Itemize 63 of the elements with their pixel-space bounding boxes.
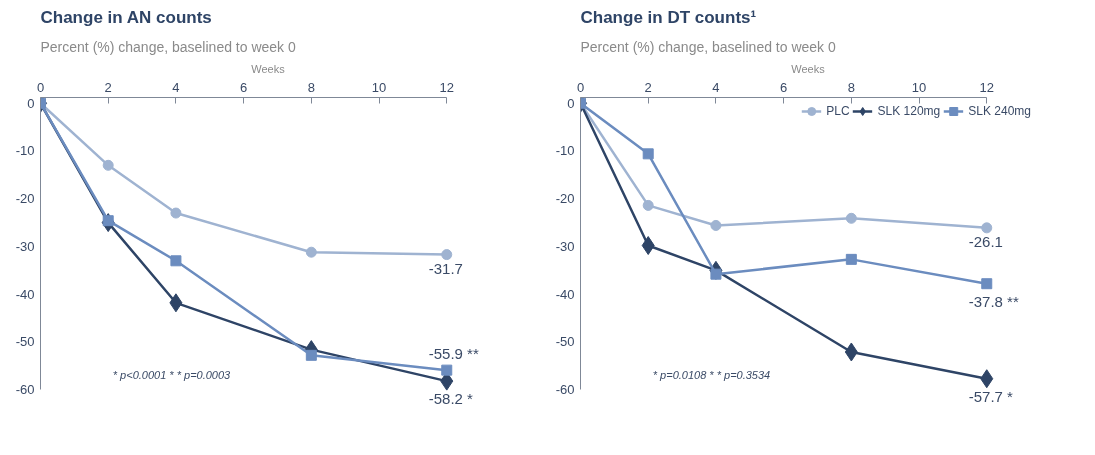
point [642, 199, 654, 211]
x-tick-label: 8 [847, 79, 855, 95]
point [844, 342, 858, 362]
point [170, 207, 182, 219]
x-tick-label: 6 [780, 79, 788, 95]
point [305, 349, 317, 361]
legend-label: PLC [826, 104, 850, 118]
y-tick-label: -20 [15, 191, 35, 207]
point [642, 148, 654, 160]
annotation: * p=0.0108 * * p=0.3534 [652, 369, 771, 382]
data-label: -57.7 * [968, 387, 1014, 405]
x-tick-label: 2 [104, 79, 112, 95]
y-tick-label: -10 [555, 143, 575, 159]
y-tick-label: -50 [555, 334, 575, 350]
y-tick-label: 0 [567, 95, 575, 111]
data-label: -31.7 [428, 259, 463, 277]
legend-label: SLK 120mg [877, 104, 941, 118]
point [169, 293, 183, 313]
point [102, 159, 114, 171]
y-tick-label: -40 [555, 286, 575, 302]
chart-title: Change in AN counts [40, 7, 212, 27]
point [845, 212, 857, 224]
y-tick-label: 0 [27, 95, 35, 111]
point [981, 222, 993, 234]
y-tick-label: -60 [15, 382, 35, 398]
annotation: * p<0.0001 * * p=0.0003 [112, 369, 232, 382]
y-tick-label: -60 [555, 382, 575, 398]
x-tick-label: 6 [240, 79, 248, 95]
chart-title: Change in DT counts¹ [580, 7, 757, 27]
y-tick-label: -10 [15, 143, 35, 159]
x-axis-title: Weeks [251, 62, 286, 75]
point [980, 369, 994, 389]
point [845, 253, 857, 265]
point [710, 219, 722, 231]
data-label: -58.2 * [428, 390, 474, 408]
y-tick-label: -30 [555, 238, 575, 254]
chart-subtitle: Percent (%) change, baselined to week 0 [580, 38, 836, 55]
x-tick-label: 0 [36, 79, 45, 95]
data-label: -37.8 ** [968, 292, 1019, 310]
x-tick-label: 0 [576, 79, 585, 95]
x-tick-label: 4 [172, 79, 180, 95]
point [441, 249, 453, 261]
x-axis-title: Weeks [791, 62, 826, 75]
x-tick-label: 10 [371, 79, 387, 95]
x-tick-label: 12 [439, 79, 454, 95]
chart-subtitle: Percent (%) change, baselined to week 0 [40, 38, 296, 55]
y-tick-label: -30 [15, 238, 35, 254]
data-label: -26.1 [968, 232, 1003, 250]
y-tick-label: -50 [15, 334, 35, 350]
x-tick-label: 8 [307, 79, 315, 95]
x-tick-label: 2 [644, 79, 652, 95]
point [641, 236, 655, 256]
point [981, 278, 993, 290]
x-tick-label: 10 [911, 79, 927, 95]
legend-label: SLK 240mg [968, 104, 1031, 118]
point [305, 246, 317, 258]
x-tick-label: 12 [979, 79, 994, 95]
x-tick-label: 4 [712, 79, 720, 95]
data-label: -55.9 ** [428, 345, 479, 363]
y-tick-label: -40 [15, 286, 35, 302]
point [170, 255, 182, 267]
y-tick-label: -20 [555, 191, 575, 207]
point [441, 364, 453, 376]
